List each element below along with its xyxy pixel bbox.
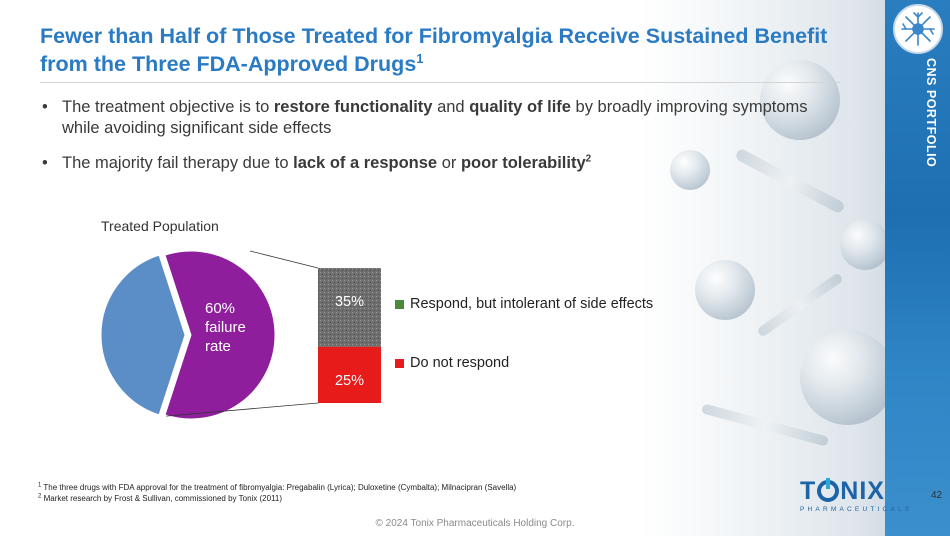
neuron-icon xyxy=(893,4,943,54)
legend-swatch xyxy=(395,299,404,309)
bar-segment-label: 25% xyxy=(335,373,364,389)
bullet-emphasis: lack of a response xyxy=(293,154,438,172)
footnote: 1 The three drugs with FDA approval for … xyxy=(38,482,517,492)
breakdown-bar: 35% 25% xyxy=(318,268,381,403)
bullet-footnote-marker: 2 xyxy=(585,153,592,165)
bullet-text: The treatment objective is to xyxy=(62,98,274,116)
copyright: © 2024 Tonix Pharmaceuticals Holding Cor… xyxy=(375,518,575,529)
bullet-text: by broadly improving symptoms while avoi… xyxy=(62,98,808,137)
bullet-emphasis: poor tolerability xyxy=(460,154,586,172)
title-divider xyxy=(40,82,840,83)
bullet-text: and xyxy=(432,98,470,116)
pie-slice xyxy=(164,250,276,420)
legend-item: Respond, but intolerant of side effects xyxy=(395,296,653,312)
bullet-emphasis: restore functionality xyxy=(273,98,433,116)
bullet-text: The majority fail therapy due to xyxy=(62,154,294,172)
logo-wordmark: T NIX xyxy=(800,477,885,505)
footnotes: 1 The three drugs with FDA approval for … xyxy=(38,482,516,504)
breakdown-connectors xyxy=(166,250,319,417)
pie-label: 60% failure rate xyxy=(205,300,246,355)
legend-label: Do not respond xyxy=(410,355,510,371)
pie-chart: 60% failure rate xyxy=(100,250,276,420)
pie-slice xyxy=(100,254,186,416)
connector-line xyxy=(166,402,319,417)
bar-segment-label: 35% xyxy=(335,294,364,310)
legend-swatch xyxy=(395,358,404,368)
slide-title: Fewer than Half of Those Treated for Fib… xyxy=(40,22,840,78)
chart-title: Treated Population xyxy=(101,218,219,234)
bullet-dot: • xyxy=(42,98,48,116)
section-label: CNS PORTFOLIO xyxy=(924,58,938,168)
bar-segment xyxy=(318,268,381,347)
legend-label: Respond, but intolerant of side effects xyxy=(410,296,654,312)
bullet-emphasis: quality of life xyxy=(469,98,571,116)
connector-line xyxy=(249,250,319,269)
tonix-logo: T NIX PHARMACEUTICALS xyxy=(800,477,913,518)
tonix-logo-o-icon xyxy=(817,478,840,502)
page-number: 42 xyxy=(931,490,943,501)
footnote: 2 Market research by Frost & Sullivan, c… xyxy=(38,493,283,503)
legend-item: Do not respond xyxy=(395,355,509,371)
bar-segment xyxy=(318,346,381,403)
bullet-item: • The treatment objective is to restore … xyxy=(42,97,812,139)
bullet-dot: • xyxy=(42,154,48,172)
logo-subtitle: PHARMACEUTICALS xyxy=(800,506,913,513)
side-accent-strip xyxy=(885,0,950,536)
bullet-list: • The treatment objective is to restore … xyxy=(42,97,812,188)
bullet-text: or xyxy=(437,154,461,172)
slide-title-text: Fewer than Half of Those Treated for Fib… xyxy=(40,24,828,76)
bullet-item: • The majority fail therapy due to lack … xyxy=(42,153,812,174)
title-footnote-marker: 1 xyxy=(416,50,424,66)
